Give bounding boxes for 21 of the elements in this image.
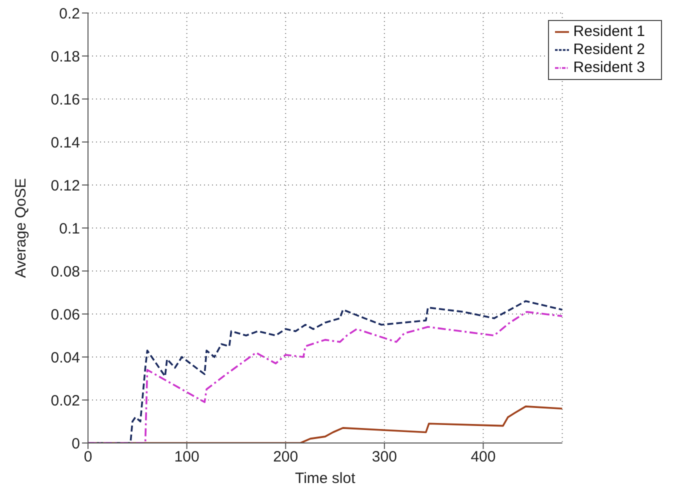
y-tick-label: 0.02 [50,392,80,410]
x-tick-label: 200 [273,448,298,466]
y-tick-label: 0.1 [59,220,80,238]
y-axis-title: Average QoSE [12,178,30,278]
y-tick-label: 0.04 [50,349,80,366]
legend-label: Resident 2 [573,41,645,58]
x-tick-label: 100 [174,448,200,466]
x-tick-label: 400 [470,448,496,466]
legend-label: Resident 3 [573,59,645,76]
y-tick-label: 0.18 [50,48,80,66]
x-axis-title: Time slot [294,470,356,487]
x-tick-label: 0 [84,448,92,466]
y-tick-label: 0 [72,435,80,452]
y-tick-label: 0.08 [50,263,80,280]
y-tick-label: 0.14 [50,134,80,152]
y-tick-label: 0.16 [50,91,80,108]
x-tick-label: 300 [372,448,397,466]
y-tick-label: 0.2 [59,5,80,22]
y-tick-label: 0.06 [50,306,80,324]
legend-label: Resident 1 [573,23,645,40]
y-tick-label: 0.12 [50,177,80,194]
